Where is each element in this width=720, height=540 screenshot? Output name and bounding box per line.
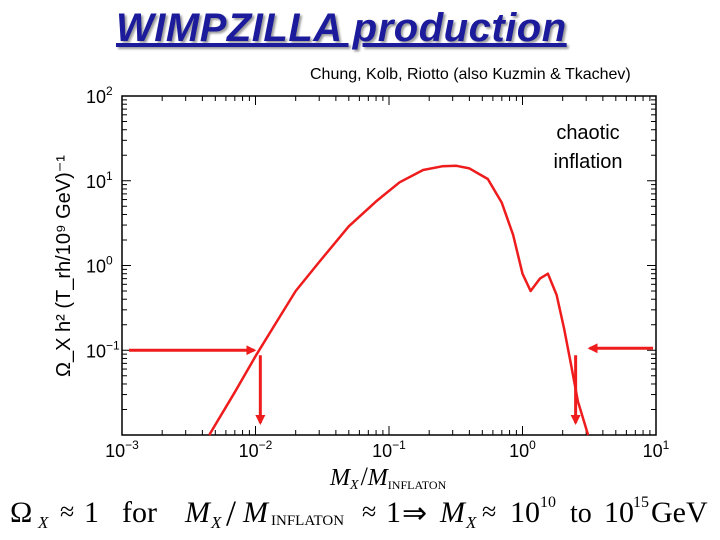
formula-omega-sub: X	[38, 513, 49, 532]
formula-line: Ω X ≈ 1 for M X / M INFLATON ≈ 1 ⇒ M X ≈…	[0, 493, 720, 540]
formula-m1-sub: X	[211, 513, 222, 532]
formula-approx-1: ≈	[60, 497, 75, 526]
y-tick-label-exp: −1	[106, 338, 120, 352]
x-tick-label-base: 10	[643, 441, 663, 461]
formula-m1: M	[185, 496, 210, 529]
slide-credit: Chung, Kolb, Riotto (also Kuzmin & Tkach…	[310, 66, 631, 83]
y-tick-label: 10−1	[86, 338, 120, 361]
formula-m2: M	[243, 496, 268, 529]
y-tick-label-base: 10	[86, 172, 106, 192]
y-tick-label: 102	[86, 84, 113, 107]
x-axis-label-sub2: INFLATON	[388, 478, 447, 492]
formula-unit: GeV	[651, 496, 708, 529]
x-axis-label: MX/MINFLATON	[329, 462, 447, 493]
x-tick-label: 10−2	[239, 438, 273, 461]
formula-omega: Ω	[10, 496, 33, 529]
x-tick-label: 100	[509, 438, 536, 461]
y-axis-label: Ω_X h² (T_rh/10⁹ GeV)⁻¹	[53, 155, 75, 377]
formula-one-1: 1	[84, 496, 99, 529]
x-tick-label-exp: 0	[529, 438, 536, 452]
data-curve	[208, 164, 590, 436]
formula-ten-2-exp: 15	[633, 494, 649, 511]
y-tick-label-base: 10	[86, 87, 106, 107]
formula-approx-3: ≈	[482, 497, 497, 526]
x-axis-label-m1: M	[329, 465, 352, 491]
annotation-line1: chaotic	[556, 122, 619, 144]
formula-slash: /	[226, 493, 237, 533]
formula-to: to	[570, 498, 592, 529]
x-tick-label-exp: −3	[125, 438, 139, 452]
formula-implies: ⇒	[402, 497, 428, 530]
x-axis-label-sub1: X	[349, 478, 359, 493]
x-tick-label: 101	[643, 438, 670, 461]
x-tick-label-exp: −1	[392, 438, 406, 452]
y-tick-label-exp: 1	[106, 169, 113, 183]
y-tick-label: 101	[86, 169, 113, 192]
axis-ticks	[121, 96, 656, 436]
x-tick-labels: 10−3 10−2 10−1 100 101	[105, 438, 670, 461]
formula-ten-1: 10	[510, 496, 540, 529]
x-tick-label-base: 10	[105, 441, 125, 461]
formula-m3-sub: X	[466, 513, 477, 532]
y-tick-label-exp: 2	[106, 84, 113, 98]
x-tick-label: 10−1	[372, 438, 406, 461]
x-tick-label-base: 10	[239, 441, 259, 461]
x-axis-label-m2: M	[367, 465, 390, 491]
y-tick-label: 100	[86, 254, 113, 277]
x-tick-label-exp: −2	[259, 438, 273, 452]
x-tick-label-base: 10	[509, 441, 529, 461]
slide-title: WIMPZILLA production	[116, 6, 567, 50]
formula-ten-1-exp: 10	[540, 494, 556, 511]
formula-ten-2: 10	[604, 496, 634, 529]
x-tick-label-base: 10	[372, 441, 392, 461]
x-tick-label: 10−3	[105, 438, 139, 461]
formula-approx-2: ≈	[362, 497, 377, 526]
y-tick-label-exp: 0	[106, 254, 113, 268]
y-tick-label-base: 10	[86, 341, 106, 361]
formula-m2-sub: INFLATON	[271, 513, 345, 529]
reference-arrows	[129, 343, 653, 425]
y-tick-label-base: 10	[86, 257, 106, 277]
annotation-line2: inflation	[554, 151, 623, 173]
x-tick-label-exp: 1	[663, 438, 670, 452]
formula-one-2: 1	[386, 496, 401, 529]
formula-for: for	[122, 496, 157, 529]
formula-m3: M	[440, 496, 465, 529]
x-axis-label-slash: /	[361, 462, 369, 491]
